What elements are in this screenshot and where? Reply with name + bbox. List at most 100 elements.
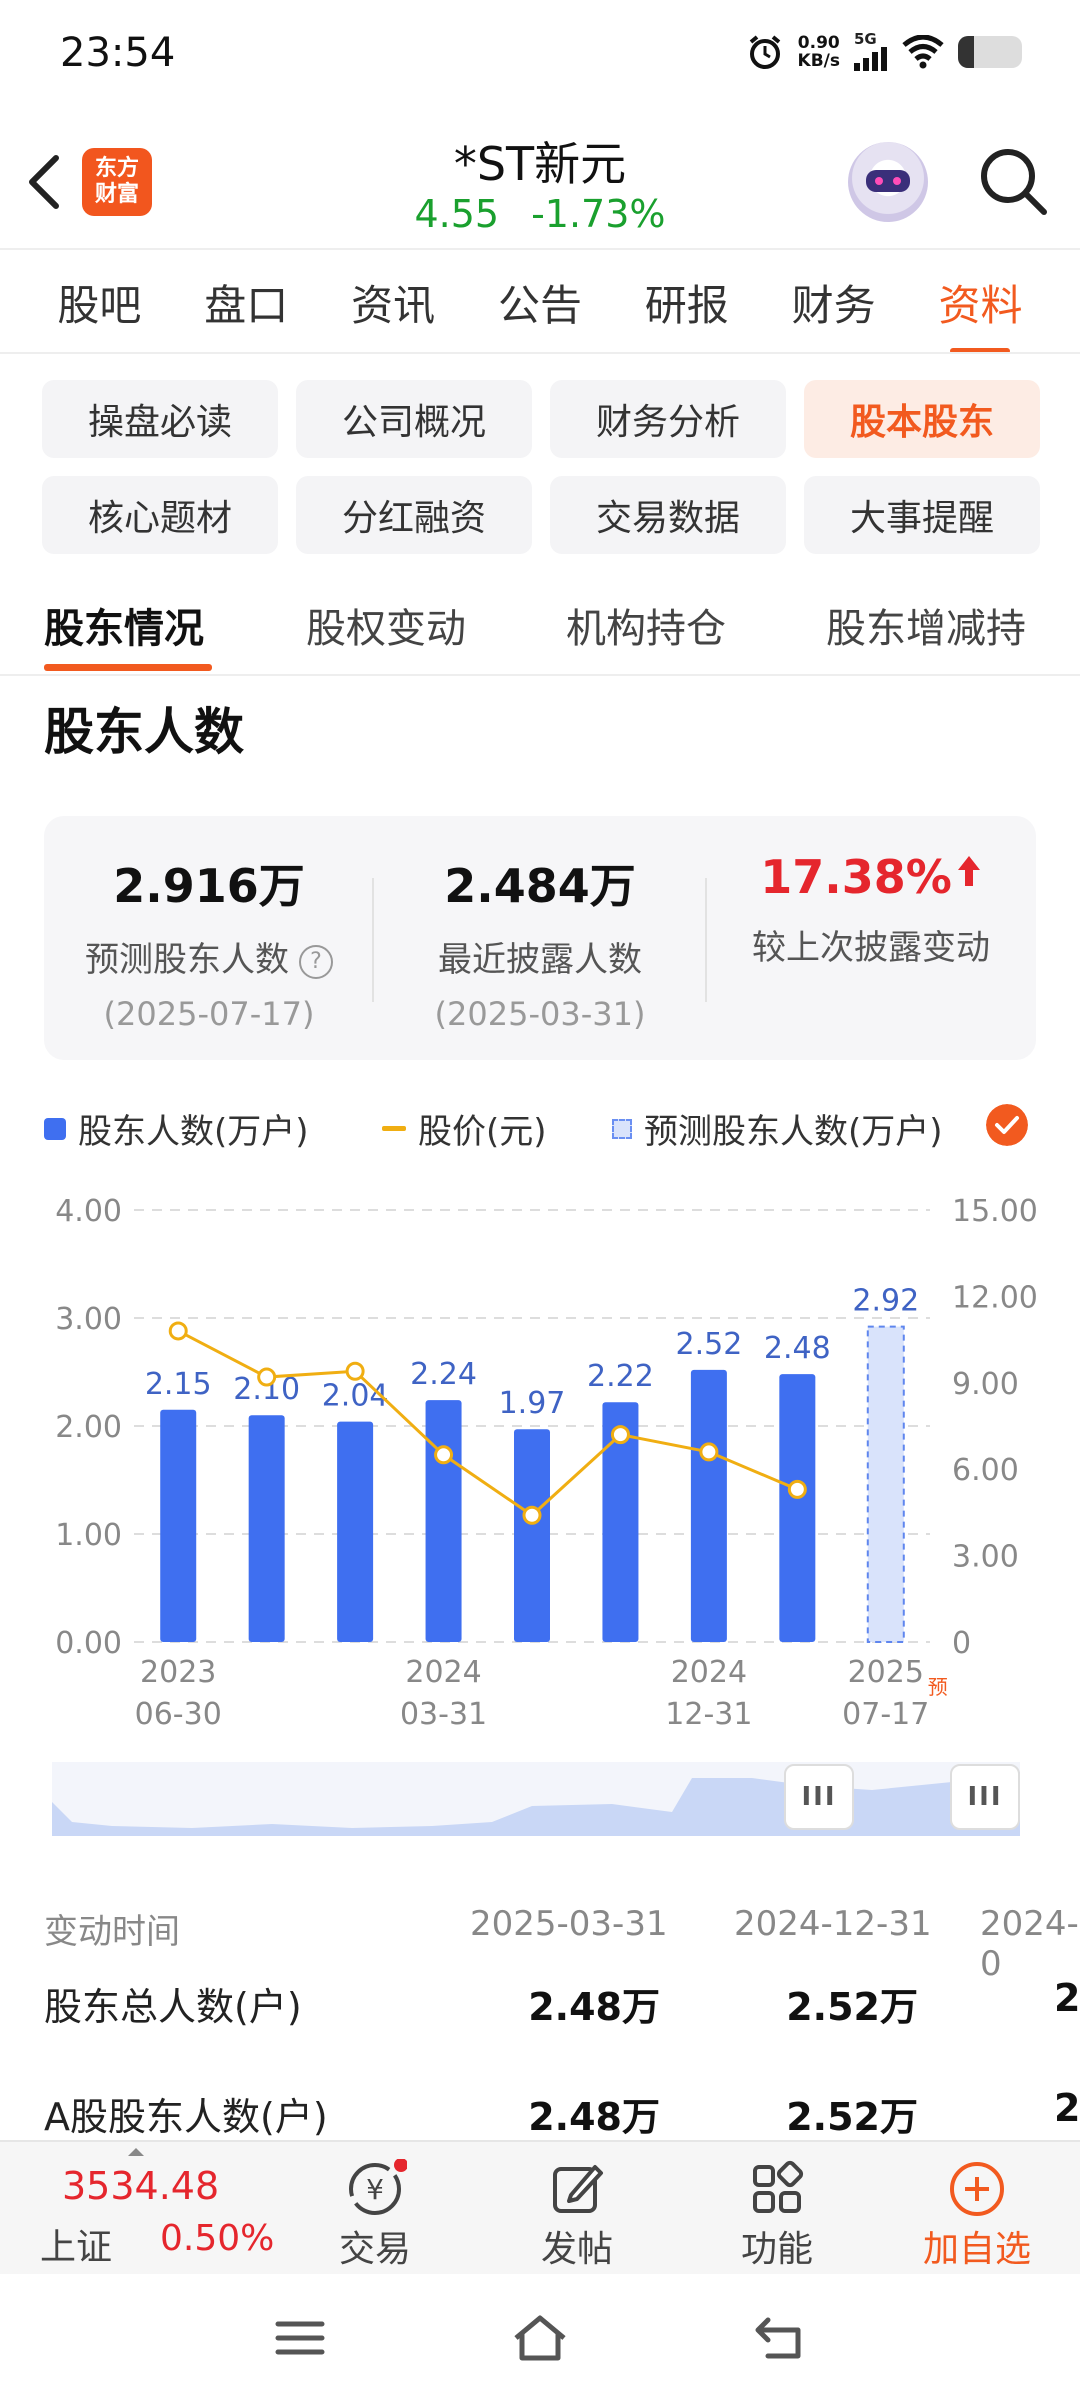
stock-name: *ST新元 [453,137,627,191]
tab-research[interactable]: 研报 [644,281,729,330]
scroller-handle-left[interactable]: III [784,1764,854,1830]
stats-card: 2.916万 预测股东人数? (2025-07-17) 2.484万 最近披露人… [44,816,1036,1060]
tab-finance[interactable]: 财务 [791,281,876,330]
index-value[interactable]: 3534.48 [62,2164,220,2208]
back-arrow-icon[interactable] [20,150,70,214]
range-scroller[interactable] [52,1762,1020,1836]
bar-data-label: 2.48 [764,1331,831,1366]
trade-button[interactable]: ¥ 交易 [310,2158,440,2272]
net-speed: 0.90 KB/s [797,32,840,71]
alarm-icon [749,34,780,69]
y-left-tick: 1.00 [55,1518,122,1553]
scroller-preview [52,1772,1020,1836]
bar [690,1369,727,1642]
back-nav-icon[interactable] [752,2314,808,2362]
bar-data-label: 2.24 [410,1357,477,1392]
function-icon [753,2160,804,2213]
y-right-tick: 15.00 [952,1194,1038,1229]
subtab-events[interactable]: 大事提醒 [804,476,1040,554]
help-icon[interactable]: ? [299,944,333,979]
x-tick-date: 07-17 [842,1697,929,1732]
check-icon[interactable] [986,1104,1028,1146]
subtab-financial-analysis[interactable]: 财务分析 [550,380,786,458]
ai-assistant-avatar[interactable] [848,142,928,222]
divider [0,248,1080,250]
y-right-tick: 6.00 [952,1453,1019,1488]
x-tick-date: 12-31 [665,1697,752,1732]
bar-data-label: 2.15 [145,1367,212,1402]
index-name[interactable]: 上证 [40,2227,113,2268]
y-left-tick: 2.00 [55,1410,122,1445]
divider [0,674,1080,676]
tab-announcements[interactable]: 公告 [497,281,582,330]
tab-profile[interactable]: 资料 [938,272,1022,354]
arrow-up-icon [957,856,980,886]
table-col-3: 2024-0 [980,1904,1079,1984]
add-watchlist-button[interactable]: 加自选 [912,2158,1042,2272]
bar [248,1415,285,1642]
battery-icon [958,35,1022,68]
svg-text:¥: ¥ [366,2173,384,2206]
y-left-tick: 4.00 [55,1194,122,1229]
table-cell: 2. [1054,1976,1080,2020]
subtab-company-overview[interactable]: 公司概况 [296,380,532,458]
legend-item-price[interactable]: 股价(元) [382,1104,547,1153]
section-tab-shareholders[interactable]: 股东情况 [44,606,204,652]
section-tab-equity-change[interactable]: 股权变动 [306,606,466,652]
forecast-bar [866,1325,905,1643]
table-cell: 2. [1054,2086,1080,2130]
y-right-tick: 9.00 [952,1367,1019,1402]
tab-news[interactable]: 资讯 [351,281,436,330]
stock-change: -1.73% [531,192,666,236]
price-point [610,1425,630,1445]
divider [0,352,1080,354]
index-change[interactable]: 0.50% [160,2218,275,2259]
x-tick-date: 03-31 [400,1697,487,1732]
section-tab-holding-changes[interactable]: 股东增减持 [826,606,1026,652]
bottom-toolbar: ¥ 交易 发帖 功能 加自选 [0,2140,1080,2276]
tab-pankou[interactable]: 盘口 [204,281,289,330]
signal-icon: 5G [854,32,888,71]
bar-data-label: 2.22 [587,1359,654,1394]
y-left-tick: 0.00 [55,1626,122,1661]
table-cell: 2.52万 [786,1985,918,2029]
y-left-tick: 3.00 [55,1302,122,1337]
table-cell: 2.52万 [786,2095,918,2139]
subtab-trading-data[interactable]: 交易数据 [550,476,786,554]
bar-data-label: 2.04 [322,1379,389,1414]
x-tick-year: 2024 [671,1655,747,1690]
scroller-handle-right[interactable]: III [950,1764,1020,1830]
price-point [168,1321,188,1341]
caret-up-icon [128,2148,144,2156]
bar-data-label: 2.92 [852,1284,919,1319]
function-button[interactable]: 功能 [712,2158,842,2272]
app-logo[interactable]: 东方 财富 [82,148,152,216]
table-cell: 2.48万 [528,1985,660,2029]
subtab-shareholders[interactable]: 股本股东 [804,380,1040,458]
x-tick-year: 2025 [848,1655,924,1690]
tab-guba[interactable]: 股吧 [57,281,142,330]
x-tick-year: 2024 [405,1655,481,1690]
legend-item-shareholders[interactable]: 股东人数(万户) [44,1104,309,1153]
x-tick-year: 2023 [140,1655,216,1690]
search-icon[interactable] [976,144,1050,218]
bar [160,1409,197,1642]
y-right-tick: 12.00 [952,1280,1038,1315]
subtab-trading-must-read[interactable]: 操盘必读 [42,380,278,458]
menu-icon[interactable] [274,2318,326,2358]
post-button[interactable]: 发帖 [512,2158,642,2272]
legend-item-forecast[interactable]: 预测股东人数(万户) [612,1104,943,1153]
system-nav-bar [0,2274,1080,2400]
home-icon[interactable] [510,2312,570,2364]
section-tab-institutions[interactable]: 机构持仓 [566,606,726,652]
stock-quote: 4.55 -1.73% [340,192,740,236]
price-point [345,1361,365,1381]
subtab-dividends[interactable]: 分红融资 [296,476,532,554]
x-tick-date: 06-30 [135,1697,222,1732]
price-line [177,1329,798,1518]
shareholder-chart: 0.00 1.00 2.00 3.00 4.00 0 3.00 6.00 9.00 12.00 15… [55,1194,1038,1732]
table-col-1: 2025-03-31 [470,1904,668,1944]
subtab-core-themes[interactable]: 核心题材 [42,476,278,554]
table-header-label: 变动时间 [44,1912,180,1952]
table-cell: 2.48万 [528,2095,660,2139]
